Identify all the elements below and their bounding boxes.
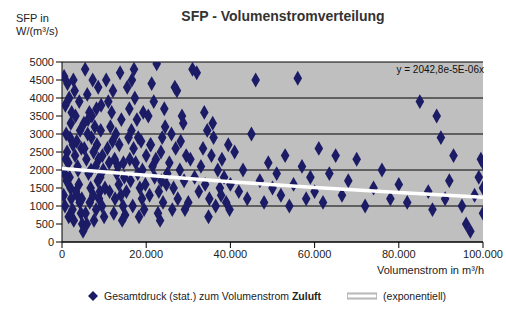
svg-text:100.000: 100.000	[463, 248, 498, 260]
svg-text:1500: 1500	[30, 182, 54, 194]
html-text:(exponentiell): (exponentiell)	[383, 290, 447, 302]
svg-text:4000: 4000	[30, 92, 54, 104]
svg-text:0: 0	[48, 236, 54, 248]
svg-text:5000: 5000	[30, 56, 54, 68]
svg-text:2000: 2000	[30, 164, 54, 176]
svg-text:4500: 4500	[30, 74, 54, 86]
svg-text:2500: 2500	[30, 146, 54, 158]
svg-text:500: 500	[36, 218, 54, 230]
svg-text:80.000: 80.000	[382, 248, 416, 260]
html-text:Volumenstrom in m³/h: Volumenstrom in m³/h	[377, 264, 484, 276]
svg-text:3500: 3500	[30, 110, 54, 122]
svg-text:40.000: 40.000	[214, 248, 248, 260]
html-text:Gesamtdruck (stat.) zum Volume: Gesamtdruck (stat.) zum Volumenstrom Zul…	[104, 290, 321, 302]
svg-text:3000: 3000	[30, 128, 54, 140]
svg-text:0: 0	[59, 248, 65, 260]
html-text:SFP in W/(m³/s): SFP in W/(m³/s)	[16, 12, 59, 37]
html-text:SFP - Volumenstromverteilung: SFP - Volumenstromverteilung	[181, 8, 385, 24]
svg-text:1000: 1000	[30, 200, 54, 212]
svg-text:60.000: 60.000	[298, 248, 332, 260]
html-text:y = 2042,8e-5E-06x: y = 2042,8e-5E-06x	[396, 64, 484, 75]
svg-text:20.000: 20.000	[129, 248, 163, 260]
